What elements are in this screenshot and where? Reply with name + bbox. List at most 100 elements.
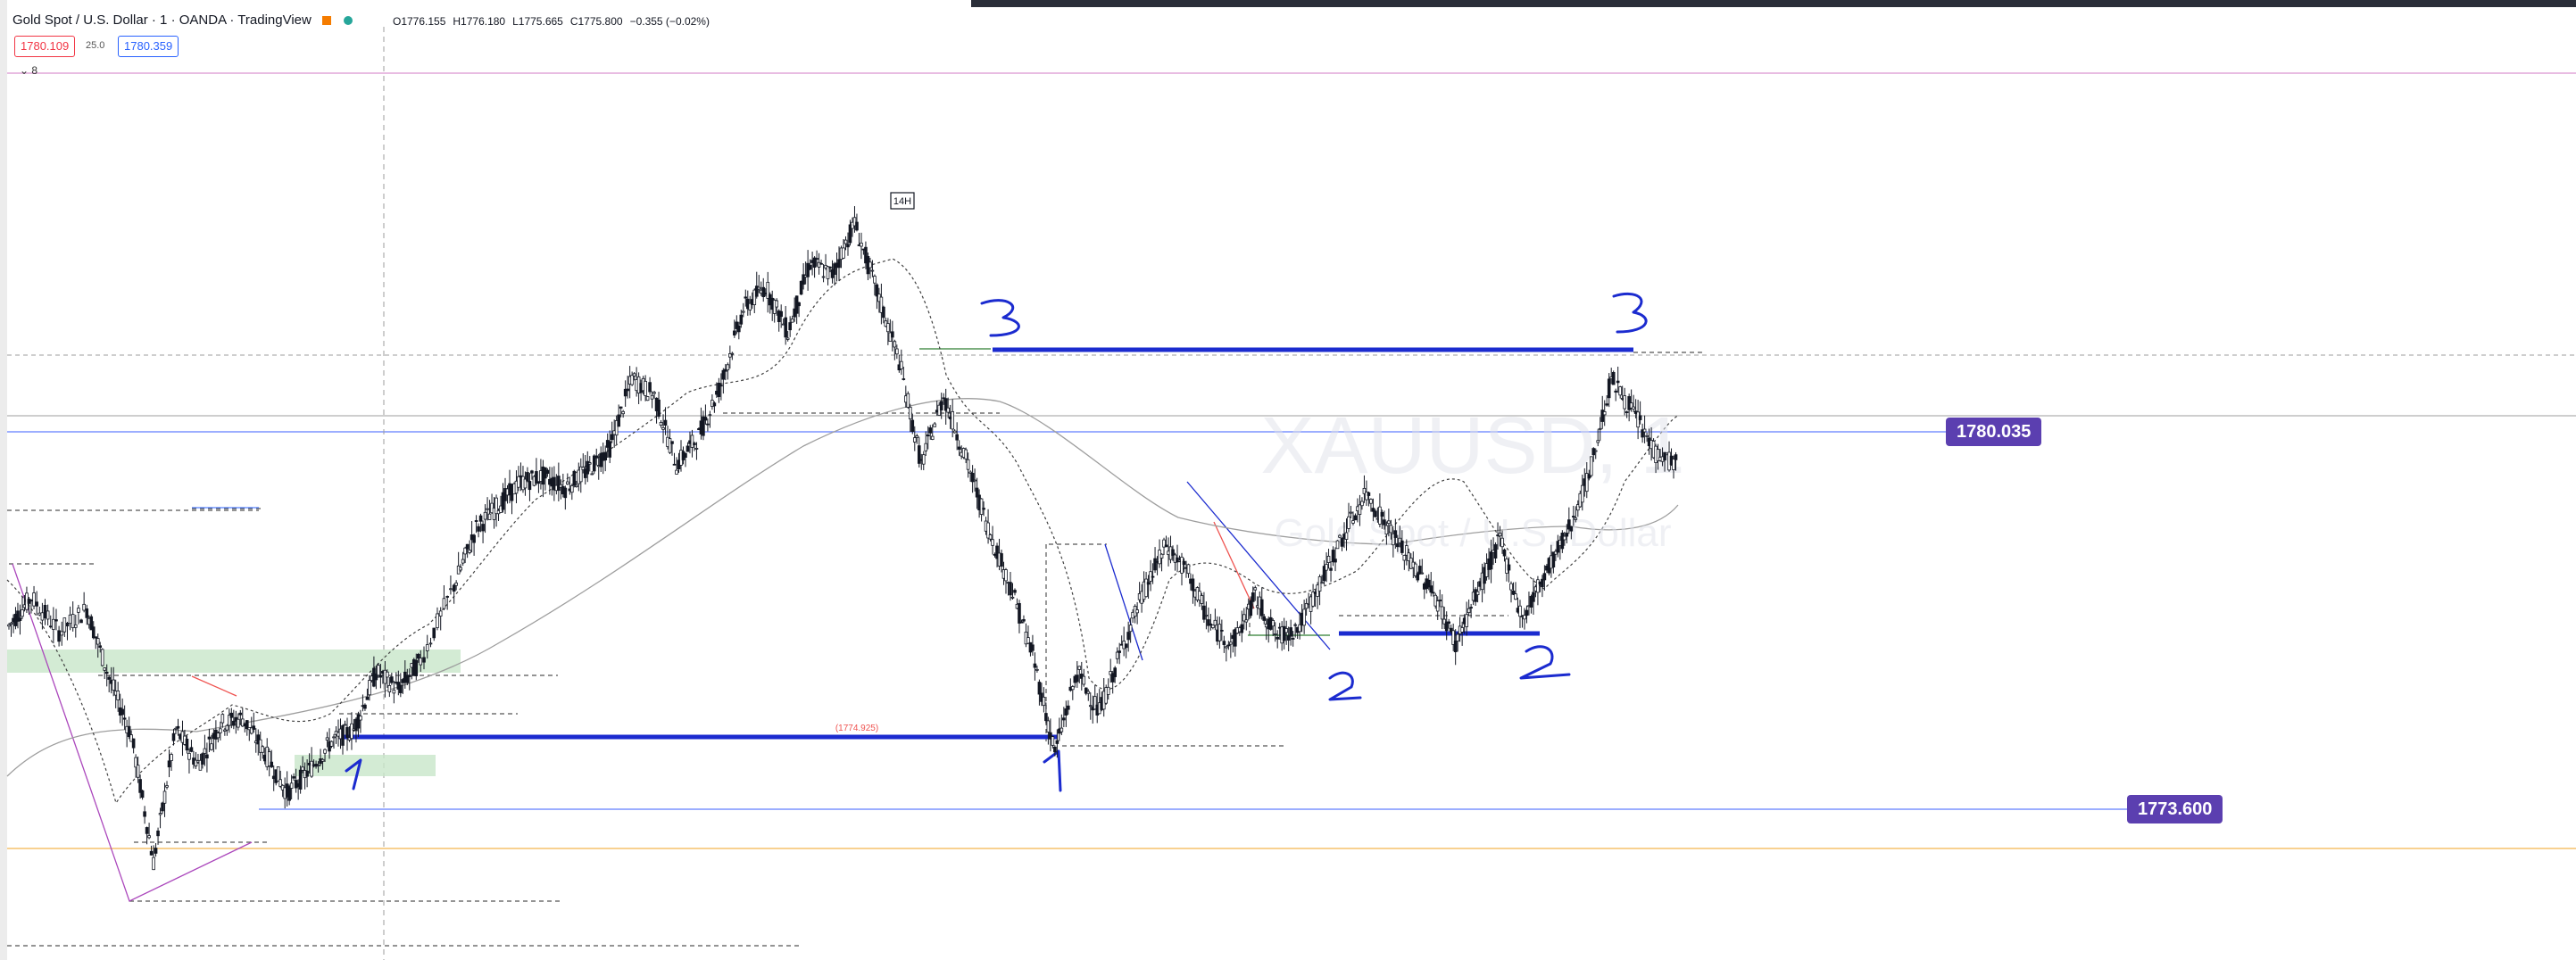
candle-body — [1229, 641, 1233, 645]
candle-body — [1284, 628, 1288, 633]
candle-body — [1360, 501, 1364, 507]
candle-body — [194, 759, 198, 766]
candle-body — [912, 437, 917, 443]
candle-body — [1289, 627, 1292, 637]
candle-body — [161, 802, 164, 812]
candle-body — [1204, 615, 1209, 617]
candle-body — [487, 513, 492, 520]
candle-body — [1447, 621, 1450, 624]
candle-body — [442, 598, 446, 609]
candle-body — [1607, 378, 1611, 399]
sell-price-button[interactable]: 1780.109 — [14, 36, 76, 57]
moving-average-slow — [6, 398, 1679, 777]
left-toolbar-strip — [0, 0, 7, 960]
candle-body — [1351, 520, 1355, 524]
price-tag-lower[interactable]: 1773.600 — [2127, 795, 2223, 823]
candle-body — [1311, 592, 1315, 607]
candle-body — [329, 741, 334, 747]
candle-body — [1338, 534, 1342, 538]
candle-body — [952, 430, 957, 434]
candle-body — [1049, 732, 1052, 740]
candle-body — [833, 263, 836, 275]
candle-body — [245, 720, 249, 730]
price-tag-upper[interactable]: 1780.035 — [1946, 418, 2042, 446]
candle-body — [474, 520, 478, 522]
buy-price-button[interactable]: 1780.359 — [118, 36, 179, 57]
candle-body — [1042, 696, 1046, 707]
candle-body — [1456, 633, 1459, 641]
candle-body — [1000, 553, 1003, 567]
candle-body — [603, 451, 608, 460]
candle-body — [154, 848, 158, 854]
candle-body — [1413, 563, 1417, 576]
candle-body — [1026, 637, 1030, 644]
candle-body — [129, 734, 133, 742]
candle-body — [343, 724, 347, 726]
candle-body — [535, 471, 538, 484]
candle-body — [1022, 618, 1026, 622]
candle-body — [1046, 720, 1051, 732]
candle-body — [252, 725, 256, 730]
candle-body — [1374, 510, 1377, 517]
candle-body — [347, 737, 352, 741]
candle-body — [472, 534, 476, 543]
candle-body — [1329, 567, 1333, 571]
status-dot-icon — [343, 16, 353, 26]
candle-body — [220, 714, 225, 724]
candle-body — [966, 459, 970, 470]
candle-body — [57, 630, 61, 642]
candle-body — [1498, 533, 1502, 537]
candle-series — [7, 206, 1678, 871]
indicators-collapse-toggle[interactable]: ⌄ 8 — [20, 64, 38, 77]
candle-body — [924, 443, 928, 451]
candle-body — [1383, 519, 1386, 526]
candle-body — [930, 435, 935, 440]
candle-body — [1387, 520, 1391, 525]
candle-body — [1656, 449, 1660, 461]
low-value: L1775.665 — [512, 15, 563, 28]
symbol-title[interactable]: Gold Spot / U.S. Dollar · 1 · OANDA · Tr… — [12, 12, 312, 28]
candle-body — [494, 497, 498, 515]
candle-body — [198, 759, 203, 771]
candle-body — [1118, 650, 1121, 653]
candle-body — [1182, 560, 1186, 566]
candle-body — [422, 657, 426, 663]
candle-body — [278, 779, 282, 787]
candle-body — [1124, 643, 1128, 649]
candle-body — [806, 262, 810, 277]
candle-body — [733, 330, 736, 335]
candle-body — [35, 601, 38, 607]
top-toolbar-strip — [971, 0, 2576, 7]
candle-body — [726, 364, 730, 371]
candle-body — [1234, 629, 1237, 647]
candle-body — [1128, 625, 1133, 633]
candle-body — [416, 653, 420, 659]
candle-body — [895, 348, 899, 355]
candle-body — [526, 472, 529, 482]
candle-body — [1541, 578, 1544, 588]
candle-body — [1467, 608, 1471, 614]
candle-body — [1638, 415, 1642, 420]
candle-body — [1304, 603, 1309, 609]
candle-body — [203, 748, 207, 754]
candle-body — [575, 484, 578, 488]
candle-body — [819, 262, 823, 265]
candle-body — [860, 242, 863, 247]
candle-body — [365, 696, 370, 700]
candle-body — [323, 749, 327, 754]
candle-body — [1286, 635, 1291, 641]
candle-body — [1500, 537, 1504, 548]
candle-body — [1641, 429, 1644, 438]
candle-body — [1322, 566, 1326, 582]
hand-2-left — [1328, 671, 1362, 701]
candle-body — [737, 325, 741, 333]
candle-body — [826, 266, 830, 279]
candle-body — [1536, 579, 1540, 593]
ohlc-readout: O1776.155 H1776.180 L1775.665 C1775.800 −0.3… — [393, 15, 717, 28]
candle-body — [332, 736, 336, 739]
candle-body — [1144, 578, 1148, 598]
spread-value: 25.0 — [86, 40, 105, 51]
candle-body — [1417, 566, 1422, 575]
flag-icon[interactable] — [321, 16, 331, 26]
